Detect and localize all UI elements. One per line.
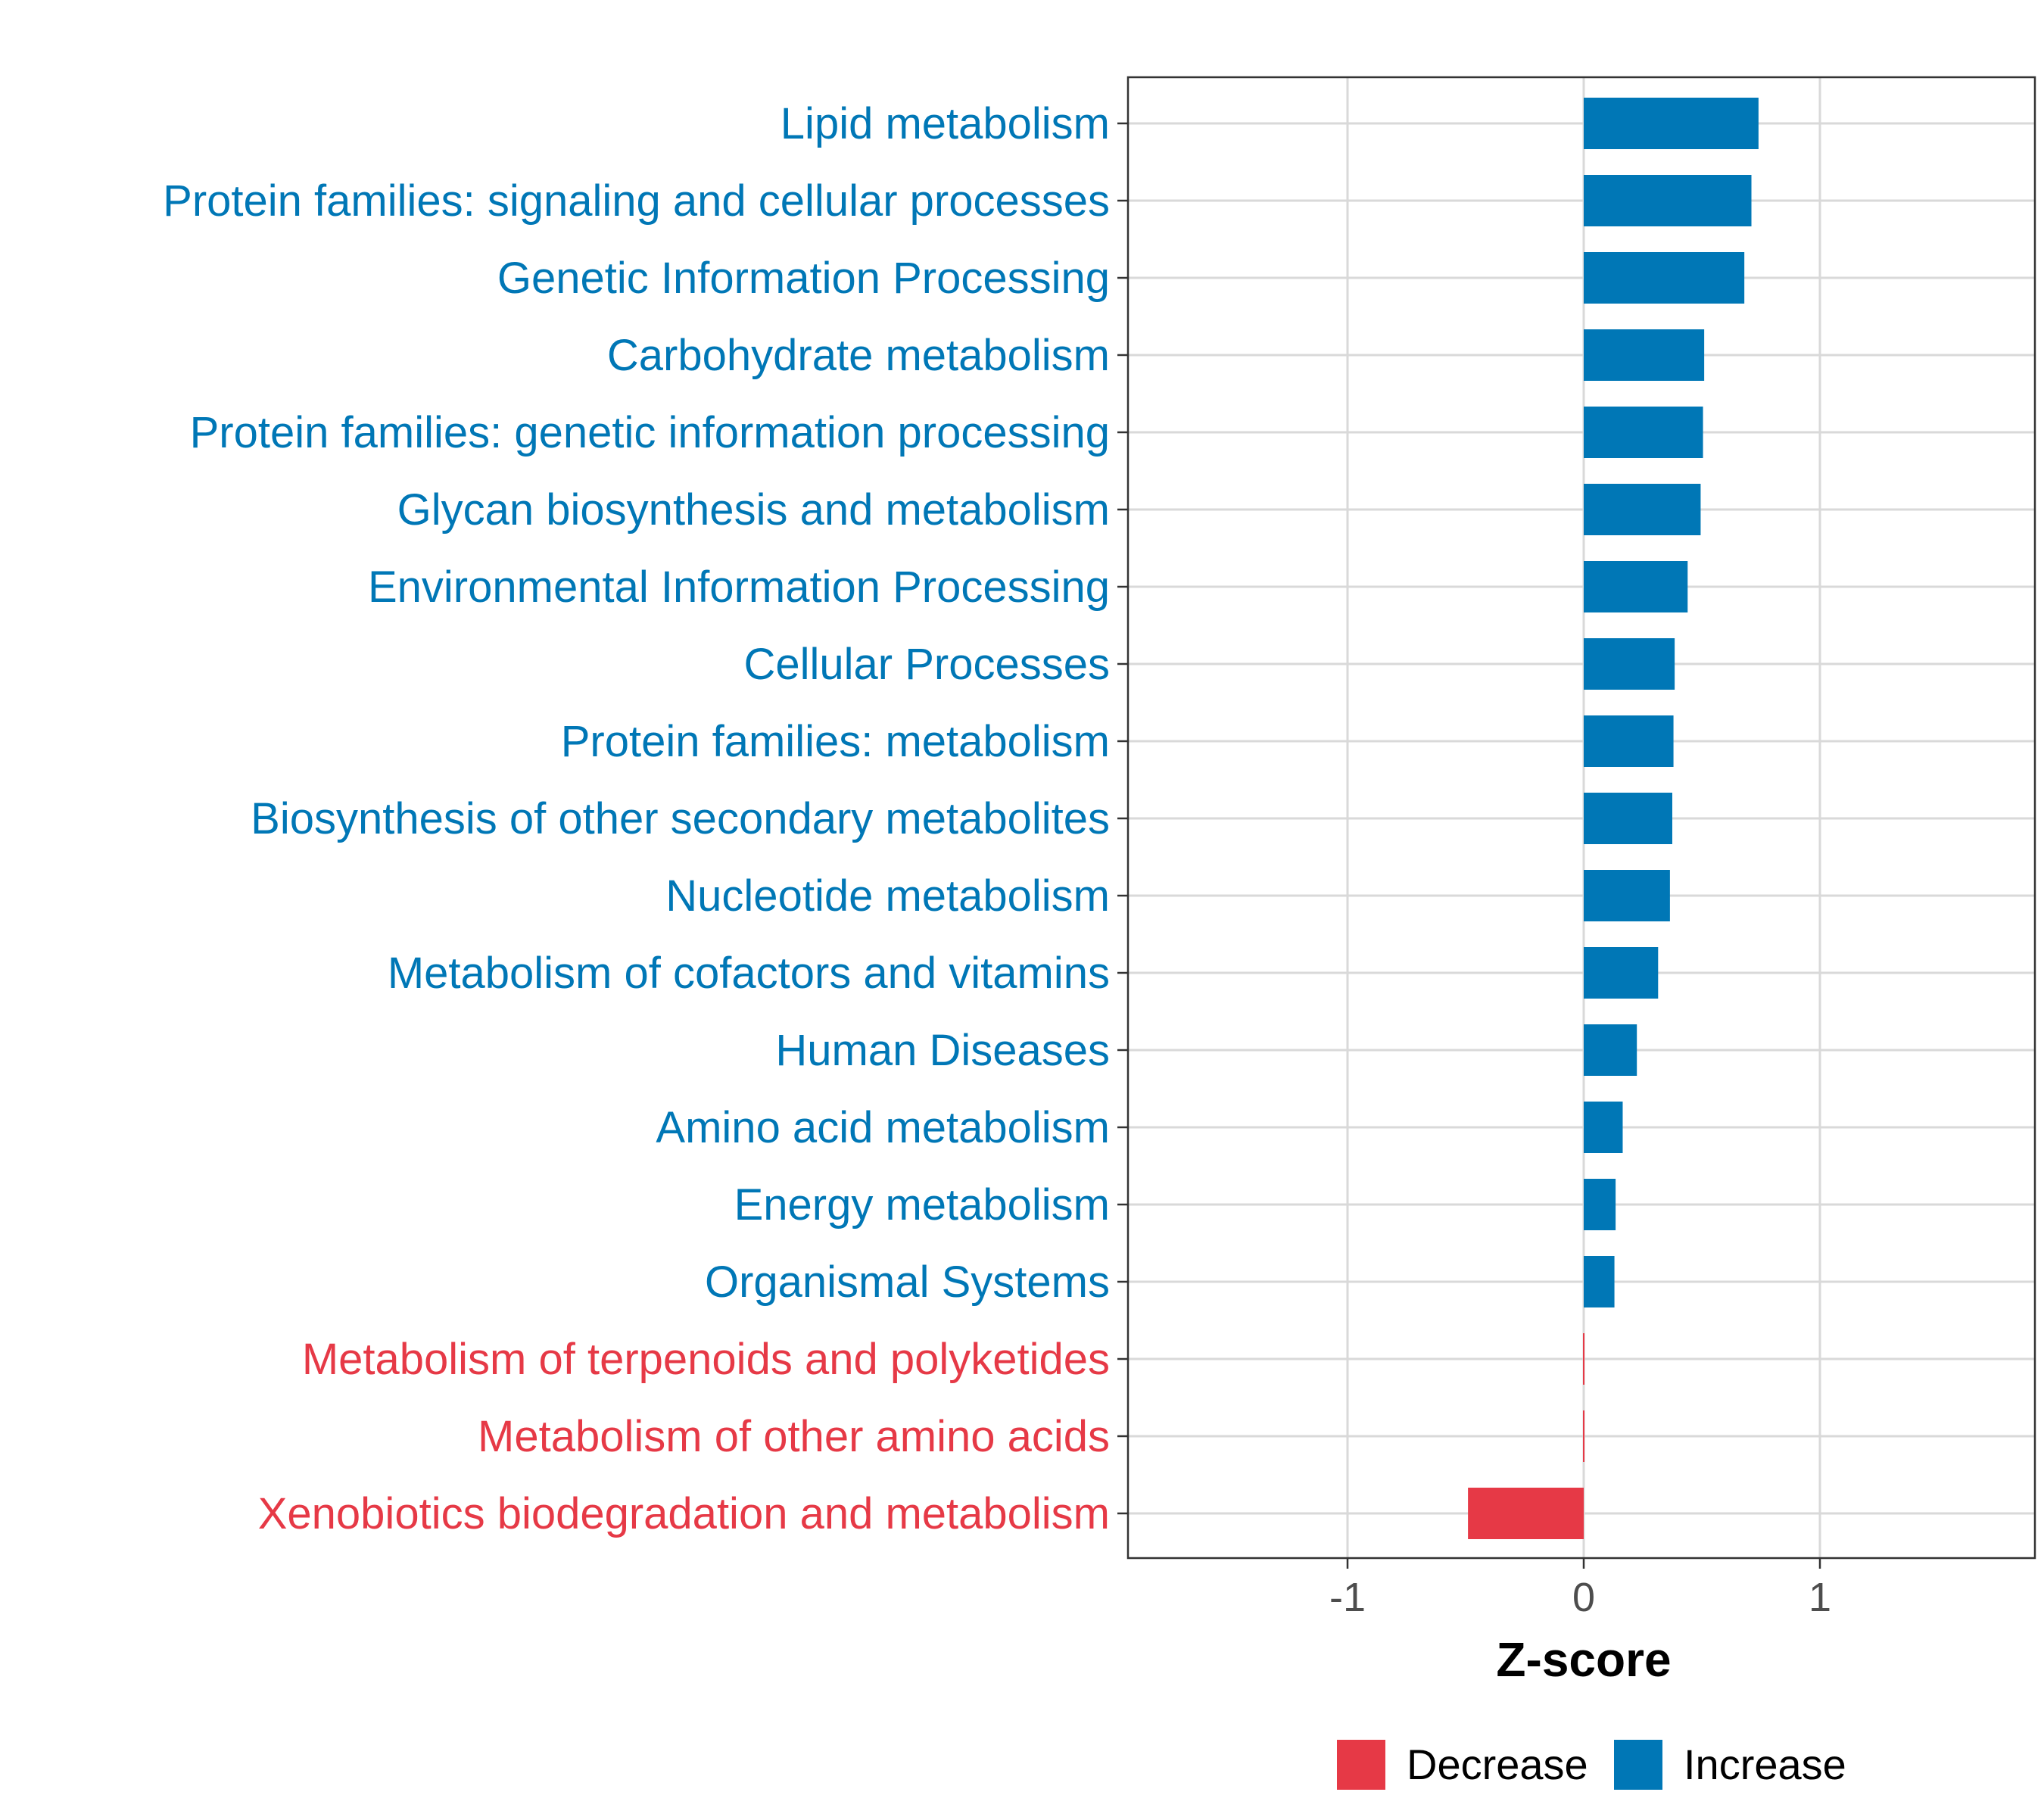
category-label: Metabolism of terpenoids and polyketides	[302, 1335, 1110, 1384]
bar	[1584, 407, 1703, 458]
bar	[1584, 561, 1688, 612]
category-label: Human Diseases	[775, 1026, 1110, 1075]
category-label: Glycan biosynthesis and metabolism	[397, 485, 1110, 535]
category-label: Metabolism of other amino acids	[478, 1412, 1110, 1461]
x-tick-layer: -1 0 1	[1329, 1558, 1831, 1620]
x-tick-label: 1	[1809, 1575, 1831, 1620]
bar	[1584, 1024, 1637, 1076]
bar	[1584, 793, 1672, 844]
category-label: Genetic Information Processing	[497, 254, 1110, 303]
category-label: Protein families: metabolism	[561, 717, 1110, 766]
bars-layer	[1468, 98, 1759, 1539]
category-label: Protein families: genetic information pr…	[190, 408, 1110, 457]
bar	[1584, 252, 1745, 304]
bar	[1584, 98, 1759, 149]
bar	[1584, 1102, 1623, 1153]
bar	[1583, 1410, 1584, 1462]
category-label: Metabolism of cofactors and vitamins	[388, 949, 1110, 998]
grid-layer	[1128, 77, 2035, 1558]
bar	[1584, 870, 1670, 921]
category-label: Lipid metabolism	[781, 99, 1110, 148]
bar	[1584, 947, 1659, 999]
x-tick-label: 0	[1572, 1575, 1595, 1620]
y-tick-layer: Lipid metabolism Protein families: signal…	[163, 99, 1128, 1538]
bar	[1584, 715, 1674, 767]
x-tick-label: -1	[1329, 1575, 1366, 1620]
legend-label-increase: Increase	[1684, 1741, 1846, 1788]
bar	[1468, 1488, 1584, 1539]
bar	[1583, 1333, 1584, 1385]
category-label: Environmental Information Processing	[368, 563, 1110, 612]
category-label: Xenobiotics biodegradation and metabolis…	[258, 1489, 1110, 1538]
category-label: Carbohydrate metabolism	[607, 331, 1110, 380]
category-label: Cellular Processes	[743, 640, 1110, 689]
category-label: Protein families: signaling and cellular…	[163, 176, 1110, 226]
category-label: Nucleotide metabolism	[665, 871, 1110, 921]
category-label: Organismal Systems	[705, 1258, 1110, 1307]
bar	[1584, 1179, 1616, 1230]
bar	[1584, 484, 1701, 535]
category-label: Amino acid metabolism	[656, 1103, 1110, 1152]
x-axis-title: Z-score	[1496, 1632, 1671, 1687]
bar	[1584, 175, 1752, 226]
bar	[1584, 638, 1675, 690]
category-label: Energy metabolism	[734, 1180, 1110, 1230]
legend-key-decrease	[1337, 1740, 1385, 1790]
legend-label-decrease: Decrease	[1407, 1741, 1588, 1788]
bar	[1584, 1256, 1615, 1307]
category-label: Biosynthesis of other secondary metaboli…	[251, 794, 1110, 843]
legend-key-increase	[1614, 1740, 1662, 1790]
legend: Decrease Increase	[1337, 1740, 1846, 1790]
bar	[1584, 329, 1705, 381]
